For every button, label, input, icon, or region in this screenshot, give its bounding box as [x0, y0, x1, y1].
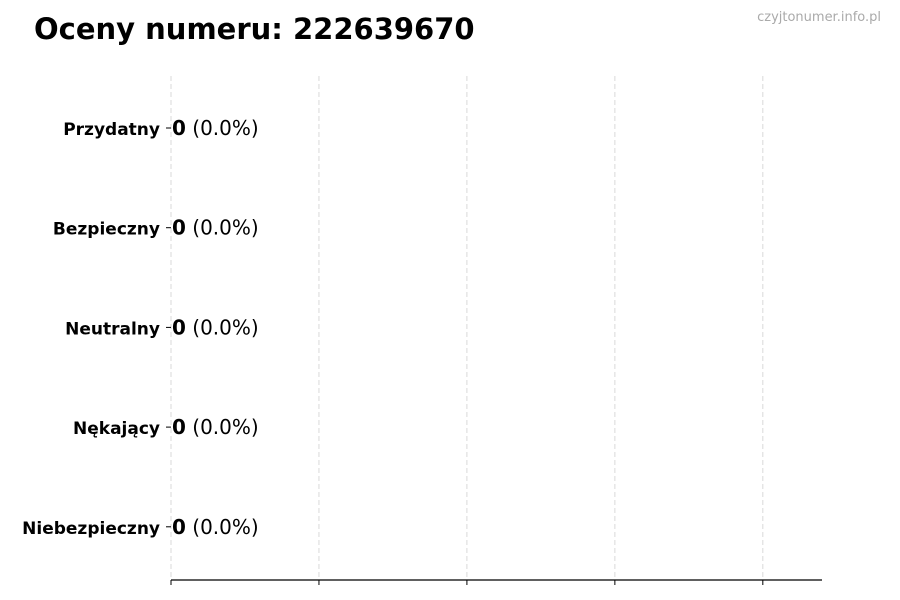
- percent-label: (0.0%): [186, 116, 259, 140]
- value-label: 0: [172, 216, 186, 240]
- y-tick-label: Neutralny: [65, 319, 160, 339]
- data-label: 0 (0.0%): [172, 415, 259, 439]
- watermark: czyjtonumer.info.pl: [757, 10, 881, 25]
- value-label: 0: [172, 415, 186, 439]
- value-label: 0: [172, 116, 186, 140]
- chart-title: Oceny numeru: 222639670: [34, 12, 475, 46]
- percent-label: (0.0%): [186, 515, 259, 539]
- y-tick-label: Niebezpieczny: [22, 519, 160, 539]
- y-tick-label: Nękający: [73, 419, 160, 439]
- percent-label: (0.0%): [186, 415, 259, 439]
- data-label: 0 (0.0%): [172, 315, 259, 339]
- value-label: 0: [172, 515, 186, 539]
- percent-label: (0.0%): [186, 315, 259, 339]
- data-label: 0 (0.0%): [172, 515, 259, 539]
- data-label: 0 (0.0%): [172, 216, 259, 240]
- y-tick-label: Przydatny: [63, 120, 160, 140]
- value-label: 0: [172, 315, 186, 339]
- data-label: 0 (0.0%): [172, 116, 259, 140]
- percent-label: (0.0%): [186, 216, 259, 240]
- y-tick-label: Bezpieczny: [53, 220, 160, 240]
